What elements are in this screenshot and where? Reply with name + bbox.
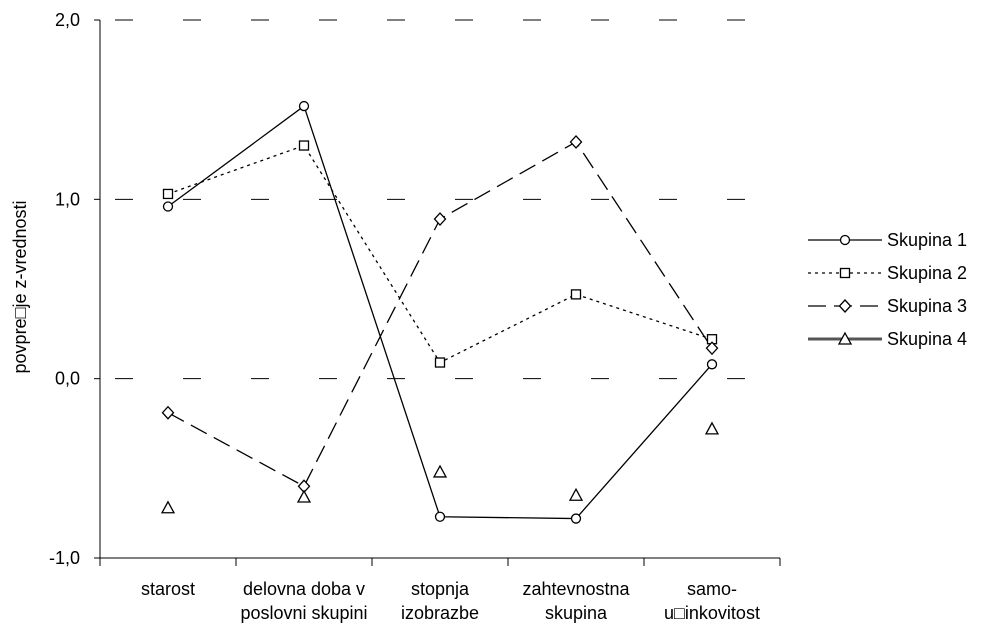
triangle-marker xyxy=(837,331,853,345)
y-tick-labels: 2,0 1,0 0,0 -1,0 xyxy=(49,10,80,568)
diamond-marker xyxy=(161,405,175,420)
square-marker xyxy=(839,267,851,279)
series-markers xyxy=(160,100,720,524)
diamond-marker xyxy=(705,341,719,356)
x-tick-label: stopnja xyxy=(411,579,470,599)
legend-label: Skupina 4 xyxy=(887,329,967,349)
circle-marker xyxy=(162,201,174,212)
circle-marker xyxy=(570,513,582,524)
square-marker xyxy=(298,140,310,151)
y-tick-label: 1,0 xyxy=(55,189,80,209)
x-tick-label: starost xyxy=(141,579,195,599)
circle-marker xyxy=(298,100,310,112)
legend-label: Skupina 1 xyxy=(887,230,967,250)
x-tick-label: delovna doba v xyxy=(243,579,365,599)
triangle-marker xyxy=(432,464,448,478)
y-tick-label: 0,0 xyxy=(55,369,80,389)
y-axis-label: povpre□je z-vrednosti xyxy=(10,201,30,374)
x-tick-label: samo- xyxy=(687,579,737,599)
diamond-marker xyxy=(433,212,447,227)
circle-marker xyxy=(434,511,446,522)
axes xyxy=(94,19,781,566)
y-tick-label: 2,0 xyxy=(55,10,80,30)
x-tick-labels: starost delovna doba v poslovni skupini sto… xyxy=(141,579,760,623)
diamond-marker xyxy=(838,299,852,313)
y-tick-label: -1,0 xyxy=(49,548,80,568)
legend: Skupina 1 Skupina 2 Skupina 3 Skupina 4 xyxy=(808,230,967,349)
triangle-marker xyxy=(704,421,720,435)
triangle-marker xyxy=(296,489,312,503)
square-marker xyxy=(570,289,582,300)
series-lines xyxy=(167,105,713,520)
square-marker xyxy=(434,357,446,368)
x-tick-label: u□inkovitost xyxy=(664,603,760,623)
legend-label: Skupina 2 xyxy=(887,263,967,283)
square-marker xyxy=(162,188,174,200)
series-line xyxy=(167,144,713,364)
x-tick-label: izobrazbe xyxy=(401,603,479,623)
triangle-marker xyxy=(160,500,176,514)
triangle-marker xyxy=(568,487,584,501)
x-tick-label: poslovni skupini xyxy=(240,603,367,623)
x-tick-label: skupina xyxy=(545,603,608,623)
diamond-marker xyxy=(569,134,583,149)
circle-marker xyxy=(706,359,718,370)
x-tick-label: zahtevnostna xyxy=(522,579,630,599)
legend-label: Skupina 3 xyxy=(887,296,967,316)
series-line xyxy=(167,141,713,488)
circle-marker xyxy=(839,234,851,246)
